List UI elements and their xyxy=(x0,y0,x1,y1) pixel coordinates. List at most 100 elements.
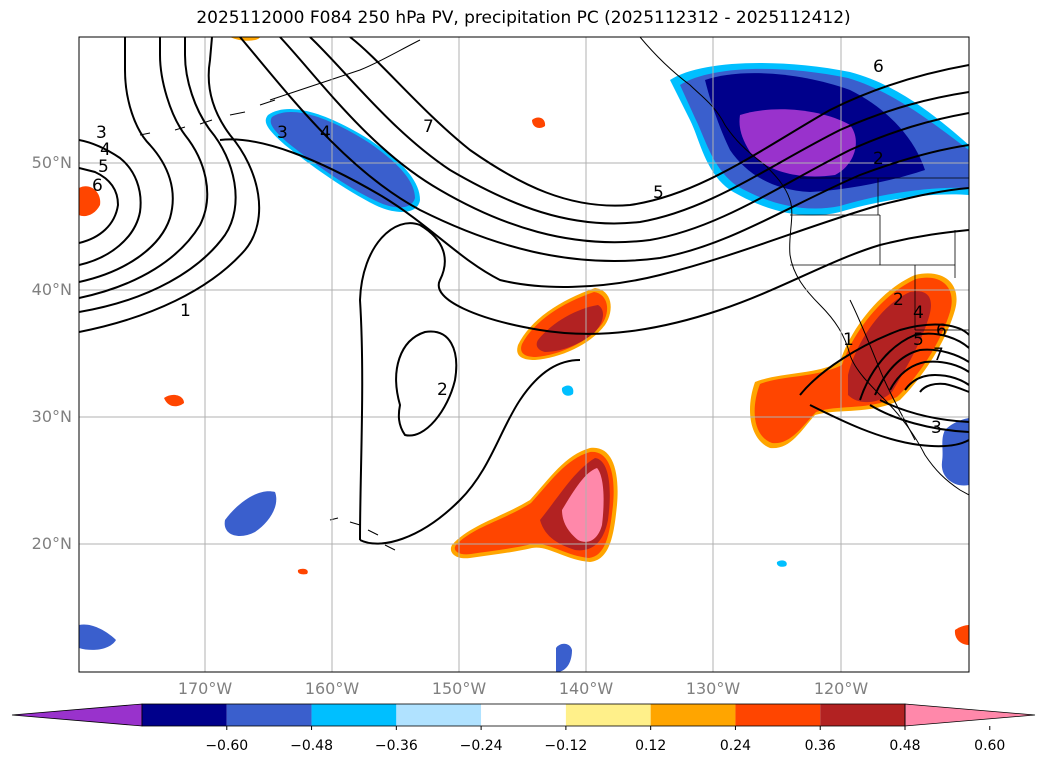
contour-label: 5 xyxy=(913,330,924,350)
pc-region-mexico xyxy=(941,418,969,486)
colorbar-box xyxy=(565,704,651,726)
contour-label: 6 xyxy=(92,176,103,196)
pv-contour-central-loop xyxy=(395,330,458,437)
contour-label: 4 xyxy=(320,123,331,143)
pv-contour-socal-8 xyxy=(879,399,969,423)
colorbar xyxy=(11,703,1036,730)
pc-region-dot4 xyxy=(532,117,546,128)
lat-label: 30°N xyxy=(31,407,72,426)
lat-label: 40°N xyxy=(31,280,72,299)
lon-label: 160°W xyxy=(304,679,360,698)
map-frame xyxy=(78,36,970,673)
pv-contour-upper3 xyxy=(279,37,969,244)
contour-label: 4 xyxy=(100,140,111,160)
lon-label: 130°W xyxy=(685,679,741,698)
colorbar-tick-label: −0.48 xyxy=(290,738,333,754)
coastline-hawaii xyxy=(329,517,396,551)
colorbar-tick-label: 0.36 xyxy=(804,738,836,754)
colorbar-tick-label: 0.48 xyxy=(889,738,921,754)
pv-contour-central-big xyxy=(358,222,969,545)
lon-label: 170°W xyxy=(177,679,233,698)
pv-contour-socal-4 xyxy=(874,348,969,396)
colorbar-box xyxy=(820,704,905,726)
pc-region-dot2 xyxy=(776,560,787,567)
pv-contour-upper1 xyxy=(349,37,969,207)
pv-contour-socal-3 xyxy=(859,332,969,401)
contour-label: 1 xyxy=(180,301,191,321)
contour-label: 2 xyxy=(873,149,884,169)
pv-contour-socal-2 xyxy=(809,404,969,448)
coastline-alaska xyxy=(269,39,421,101)
contour-label: 7 xyxy=(933,345,944,365)
contour-label: 6 xyxy=(936,321,947,341)
contour-label: 3 xyxy=(931,418,942,438)
pc-region-dot3 xyxy=(164,394,184,407)
colorbar-tick-label: −0.24 xyxy=(459,738,503,754)
colorbar-tick-label: −0.36 xyxy=(374,738,418,754)
pv-contour-upper2 xyxy=(309,37,969,225)
colorbar-box xyxy=(311,704,397,726)
pv-contour-1 xyxy=(79,37,261,333)
pc-region-pnw-core xyxy=(739,109,856,177)
contour-label: 1 xyxy=(843,330,854,350)
pv-contour-socal-1 xyxy=(799,323,969,396)
colorbar-tick-label: −0.60 xyxy=(205,738,249,754)
contour-label: 7 xyxy=(423,117,434,137)
colorbar-extension-high xyxy=(904,703,1036,727)
pc-region-sw xyxy=(79,624,116,650)
colorbar-tick-label: 0.60 xyxy=(974,738,1006,754)
pv-contour-socal-6 xyxy=(904,373,969,391)
colorbar-tick-label: 0.12 xyxy=(635,738,667,754)
colorbar-box xyxy=(481,704,566,726)
colorbar-box xyxy=(735,704,821,726)
map-title: 2025112000 F084 250 hPa PV, precipitatio… xyxy=(196,8,851,28)
pc-region-south xyxy=(556,643,572,672)
contour-label: 3 xyxy=(277,123,288,143)
contour-label: 2 xyxy=(437,380,448,400)
pc-region-dot5 xyxy=(297,568,308,575)
lat-label: 20°N xyxy=(31,534,72,553)
border-states-1 xyxy=(790,178,969,331)
pv-contour-6 xyxy=(79,167,120,244)
pc-region-west-edge xyxy=(79,186,101,217)
colorbar-box xyxy=(650,704,736,726)
contour-label: 5 xyxy=(98,157,109,177)
pc-region-se-corner xyxy=(954,625,969,645)
graticule xyxy=(79,37,969,672)
pv-contour-socal-9 xyxy=(869,404,969,433)
lon-label: 140°W xyxy=(558,679,614,698)
colorbar-box xyxy=(396,704,482,726)
contour-label: 4 xyxy=(913,303,924,323)
contour-label: 5 xyxy=(653,183,664,203)
pc-region-hawaii-core xyxy=(562,468,604,542)
lon-label: 120°W xyxy=(813,679,869,698)
pv-contours xyxy=(79,37,969,545)
pc-region-central xyxy=(224,491,277,536)
colorbar-extension-low xyxy=(11,703,143,727)
lat-label: 50°N xyxy=(31,153,72,172)
colorbar-frame xyxy=(141,703,906,727)
lon-label: 150°W xyxy=(431,679,487,698)
pv-contour-5 xyxy=(79,139,142,266)
colorbar-tick-label: −0.12 xyxy=(544,738,588,754)
colorbar-box xyxy=(142,704,227,726)
pv-contour-upper5 xyxy=(219,138,969,288)
pv-contour-upper4 xyxy=(239,37,969,263)
contour-label: 3 xyxy=(96,123,107,143)
colorbar-box xyxy=(226,704,312,726)
pc-region-top xyxy=(230,37,260,41)
contour-label: 6 xyxy=(873,57,884,77)
colorbar-tick-label: 0.24 xyxy=(719,738,752,754)
pv-contour-2 xyxy=(79,37,237,313)
pc-region-dot1 xyxy=(561,385,574,396)
contour-label: 2 xyxy=(893,290,904,310)
political-borders xyxy=(790,177,969,331)
coastline-aleutians xyxy=(139,99,276,136)
pv-contour-socal-5 xyxy=(889,360,969,391)
positive-pc-regions xyxy=(79,37,969,645)
pc-region-socal-dark xyxy=(848,291,931,403)
contour-labels: 3 4 5 6 1 3 4 7 5 6 2 2 1 2 4 5 6 7 3 xyxy=(92,57,947,438)
pv-contour-4 xyxy=(79,37,174,283)
pv-contour-3 xyxy=(79,37,209,299)
